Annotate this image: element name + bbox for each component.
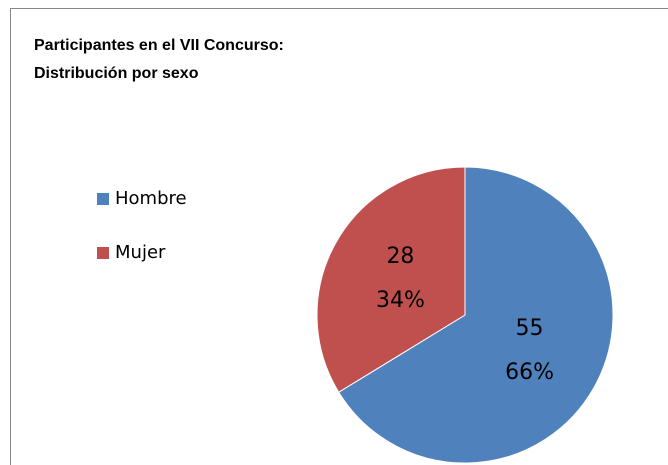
data-label: 55	[516, 316, 544, 341]
pie-slice	[338, 166, 614, 464]
data-label: 66%	[505, 360, 554, 385]
pie-slice	[316, 166, 466, 393]
legend-swatch	[97, 247, 109, 259]
legend-label: Hombre	[115, 188, 187, 209]
legend-swatch	[97, 193, 109, 205]
chart-title: Participantes en el VII Concurso:	[34, 37, 284, 54]
data-label: 34%	[376, 288, 425, 313]
data-label: 28	[386, 244, 414, 269]
chart-title: Distribución por sexo	[34, 65, 199, 82]
legend-label: Mujer	[115, 242, 166, 263]
